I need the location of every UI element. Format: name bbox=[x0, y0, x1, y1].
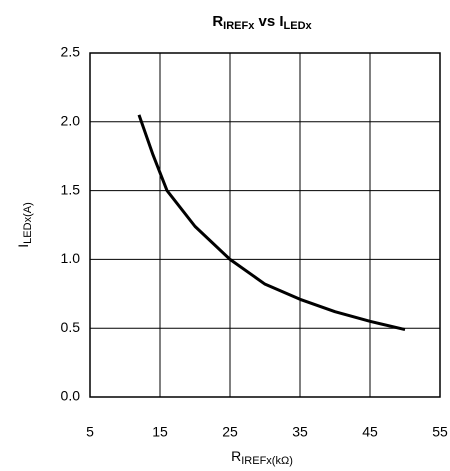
x-tick-label: 25 bbox=[222, 424, 238, 440]
chart-title-part: R bbox=[212, 13, 223, 30]
y-tick-label: 1.5 bbox=[61, 181, 81, 197]
data-line bbox=[137, 114, 406, 332]
y-axis-label-part: I bbox=[15, 244, 31, 248]
x-tick-label: 35 bbox=[292, 424, 308, 440]
y-axis-label-part: LEDx(A) bbox=[22, 202, 34, 244]
y-tick-label: 0.5 bbox=[61, 319, 81, 335]
x-axis-label-part: IREFx(kΩ) bbox=[241, 455, 293, 467]
x-tick-label: 5 bbox=[86, 424, 94, 440]
chart-title-part: LEDx bbox=[284, 20, 313, 32]
x-tick-label: 55 bbox=[432, 424, 448, 440]
chart-title-part: vs I bbox=[254, 13, 283, 30]
x-tick-label: 15 bbox=[152, 424, 168, 440]
chart-title-part: IREFx bbox=[223, 20, 255, 32]
plot-frame bbox=[89, 52, 441, 398]
y-tick-label: 1.0 bbox=[61, 250, 81, 266]
y-tick-label: 2.0 bbox=[61, 113, 81, 129]
plot-area bbox=[90, 53, 440, 397]
y-axis-label: ILEDx(A) bbox=[15, 202, 34, 247]
y-tick-label: 2.5 bbox=[61, 44, 81, 60]
chart-title: RIREFx vs ILEDx bbox=[212, 13, 312, 32]
y-tick-label: 0.0 bbox=[61, 388, 81, 404]
x-tick-label: 45 bbox=[362, 424, 378, 440]
x-axis-label: RIREFx(kΩ) bbox=[231, 448, 293, 467]
x-axis-label-part: R bbox=[231, 448, 241, 464]
